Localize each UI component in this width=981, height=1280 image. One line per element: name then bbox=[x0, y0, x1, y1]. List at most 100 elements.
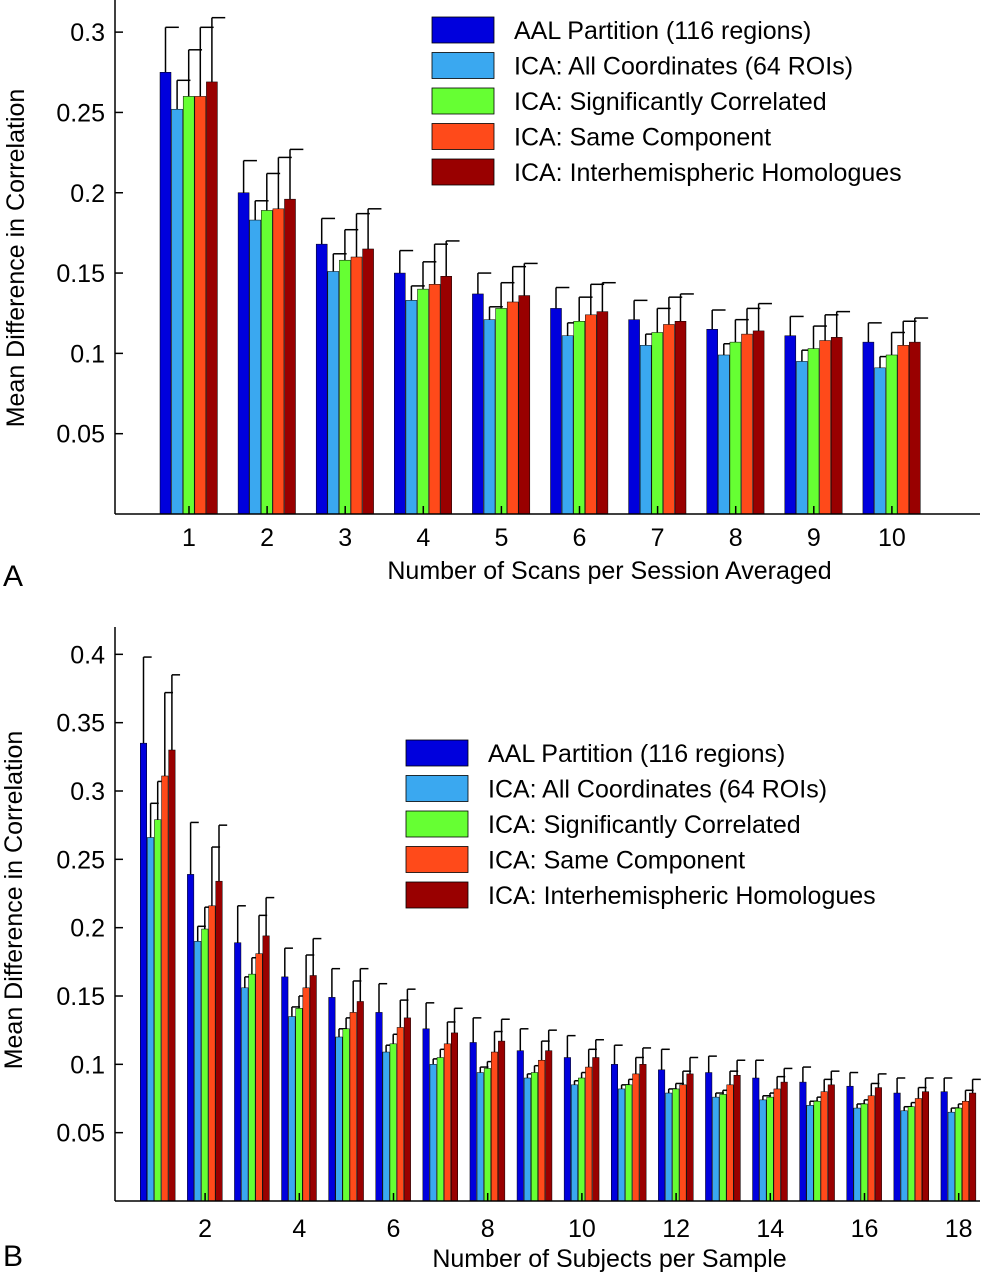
bar bbox=[726, 1084, 734, 1202]
bar bbox=[194, 96, 207, 515]
bar bbox=[436, 1057, 444, 1202]
x-tick-label: 2 bbox=[260, 524, 274, 552]
bar bbox=[585, 314, 597, 515]
y-tick-label: 0.3 bbox=[70, 19, 105, 47]
bar bbox=[249, 219, 261, 515]
bar bbox=[506, 301, 519, 515]
bar bbox=[780, 1081, 788, 1202]
x-tick-label: 4 bbox=[416, 524, 430, 552]
bar bbox=[342, 1028, 350, 1202]
bar bbox=[900, 1110, 908, 1202]
legend-label: ICA: Same Component bbox=[514, 124, 771, 152]
bar bbox=[396, 1027, 404, 1202]
legend-swatch bbox=[405, 739, 469, 767]
legend-swatch bbox=[405, 846, 469, 873]
bar bbox=[422, 1028, 430, 1202]
legend-label: ICA: Interhemispheric Homologues bbox=[488, 882, 876, 910]
bar bbox=[741, 333, 753, 515]
bar bbox=[440, 276, 452, 515]
bar bbox=[428, 284, 441, 515]
bar bbox=[262, 935, 270, 1202]
bar bbox=[585, 1066, 593, 1202]
bar bbox=[201, 928, 209, 1202]
bar bbox=[315, 243, 328, 515]
bar bbox=[819, 340, 831, 515]
y-axis-label: Mean Difference in Correlation bbox=[0, 731, 28, 1070]
bar bbox=[712, 1096, 720, 1202]
legend-label: ICA: Significantly Correlated bbox=[488, 811, 801, 839]
bar bbox=[846, 1085, 854, 1202]
x-axis-label: Number of Subjects per Sample bbox=[432, 1245, 786, 1273]
bar bbox=[663, 324, 675, 515]
bar bbox=[261, 210, 273, 515]
bar bbox=[538, 1059, 546, 1202]
bar bbox=[362, 248, 374, 515]
legend-swatch bbox=[405, 881, 469, 909]
series-3 bbox=[154, 780, 967, 1202]
bar bbox=[451, 1032, 458, 1202]
legend-swatch bbox=[405, 810, 469, 838]
bar bbox=[417, 288, 429, 515]
bar bbox=[947, 1111, 955, 1202]
y-tick-label: 0.35 bbox=[56, 710, 105, 738]
legend-swatch bbox=[431, 158, 495, 186]
bar bbox=[796, 361, 808, 515]
x-tick-label: 8 bbox=[729, 524, 743, 552]
x-tick-label: 3 bbox=[338, 524, 352, 552]
bar bbox=[962, 1100, 969, 1202]
x-tick-label: 12 bbox=[662, 1215, 690, 1243]
bar bbox=[272, 208, 285, 515]
legend-label: AAL Partition (116 regions) bbox=[514, 17, 811, 45]
bar bbox=[523, 1077, 531, 1202]
bar bbox=[234, 942, 242, 1202]
bar bbox=[679, 1084, 687, 1202]
bar bbox=[813, 1100, 821, 1202]
bar bbox=[827, 1084, 835, 1202]
bar bbox=[862, 341, 875, 515]
bar bbox=[907, 1106, 915, 1202]
bar bbox=[375, 1012, 383, 1202]
bar bbox=[729, 341, 742, 515]
series-4 bbox=[194, 26, 917, 515]
bar bbox=[874, 367, 886, 515]
bar bbox=[356, 1001, 364, 1202]
bar bbox=[194, 941, 202, 1202]
bar bbox=[237, 192, 250, 515]
bar bbox=[159, 72, 172, 515]
bar bbox=[140, 742, 147, 1202]
legend-label: ICA: Significantly Correlated bbox=[514, 88, 827, 116]
bar bbox=[498, 1040, 506, 1202]
bar bbox=[215, 880, 223, 1202]
x-tick-label: 6 bbox=[573, 524, 587, 552]
bar bbox=[154, 819, 162, 1202]
legend-label: ICA: Interhemispheric Homologues bbox=[514, 159, 902, 187]
bar bbox=[429, 1064, 437, 1202]
bar bbox=[563, 1057, 571, 1202]
bar bbox=[752, 330, 765, 515]
legend-swatch bbox=[431, 87, 495, 115]
y-tick-label: 0.15 bbox=[56, 260, 105, 288]
x-tick-label: 18 bbox=[945, 1215, 973, 1243]
bar bbox=[909, 341, 921, 515]
bar bbox=[571, 1084, 578, 1202]
bar bbox=[561, 335, 574, 515]
y-tick-label: 0.15 bbox=[56, 983, 105, 1011]
legend-label: ICA: All Coordinates (64 ROIs) bbox=[488, 776, 827, 804]
legend-swatch bbox=[431, 52, 495, 79]
bar bbox=[472, 293, 484, 515]
bar bbox=[350, 256, 363, 515]
bar bbox=[469, 1042, 477, 1202]
legend-label: ICA: Same Component bbox=[488, 847, 745, 875]
bar bbox=[394, 272, 406, 515]
x-tick-label: 5 bbox=[494, 524, 508, 552]
y-tick-label: 0.25 bbox=[56, 846, 105, 874]
bar bbox=[288, 1016, 296, 1202]
bar bbox=[867, 1095, 875, 1202]
bar bbox=[674, 321, 687, 515]
bar bbox=[483, 319, 496, 515]
bar bbox=[969, 1092, 977, 1202]
bar bbox=[592, 1057, 600, 1202]
legend-label: AAL Partition (116 regions) bbox=[488, 740, 785, 768]
bar bbox=[733, 1075, 741, 1202]
